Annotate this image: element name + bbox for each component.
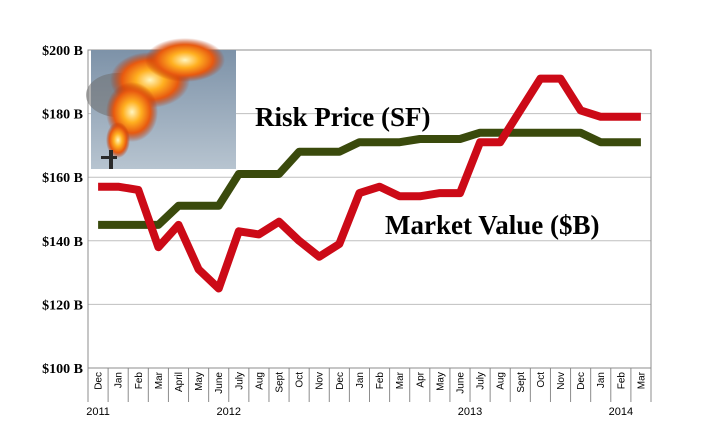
x-tick-label: June xyxy=(214,372,225,394)
series xyxy=(98,74,641,293)
y-tick-label: $120 B xyxy=(42,298,83,313)
x-tick-label: Jan xyxy=(114,372,125,388)
x-tick-label: Mar xyxy=(154,371,165,389)
year-label: 2012 xyxy=(217,406,241,418)
x-tick-label: Aug xyxy=(496,372,507,390)
x-tick-label: July xyxy=(476,372,487,390)
x-tick-label: Apr xyxy=(415,371,426,387)
x-tick-label: April xyxy=(174,372,185,392)
x-tick-label: Sept xyxy=(275,372,286,393)
x-tick-label: Oct xyxy=(536,372,547,388)
flare-photo xyxy=(86,38,236,169)
x-tick-label: Mar xyxy=(636,371,647,389)
series-line-market-value xyxy=(98,74,641,293)
x-tick-labels: Dec Jan Feb Mar April May June July Aug Sept Oct No… xyxy=(94,371,648,393)
x-tick-label: Feb xyxy=(134,372,145,390)
x-tick-label: July xyxy=(234,372,245,390)
year-label: 2013 xyxy=(458,406,482,418)
x-tick-label: Jan xyxy=(596,372,607,388)
x-tick-label: May xyxy=(435,372,446,391)
y-tick-label: $200 B xyxy=(42,44,83,59)
axes xyxy=(87,49,652,402)
year-label: 2014 xyxy=(609,406,633,418)
year-labels: 2011 2012 2013 2014 xyxy=(86,406,633,418)
x-tick-label: Jan xyxy=(355,372,366,388)
x-tick-label: Mar xyxy=(395,371,406,389)
x-tick-label: June xyxy=(455,372,466,394)
y-tick-label: $160 B xyxy=(42,171,83,186)
series-line-risk-price xyxy=(98,128,641,229)
y-tick-label: $140 B xyxy=(42,235,83,250)
series-label-risk-price: Risk Price (SF) xyxy=(255,102,430,132)
x-tick-label: Dec xyxy=(576,372,587,390)
x-tick-label: Dec xyxy=(94,372,105,390)
x-tick-label: Nov xyxy=(556,372,567,390)
y-tick-label: $180 B xyxy=(42,108,83,123)
y-tick-labels: $100 B $120 B $140 B $160 B $180 B $200 B xyxy=(42,44,83,377)
y-tick-label: $100 B xyxy=(42,362,83,377)
x-tick-label: Oct xyxy=(295,372,306,388)
x-tick-label: Feb xyxy=(616,372,627,390)
x-tick-label: Nov xyxy=(315,372,326,390)
x-tick-label: Aug xyxy=(254,372,265,390)
year-label: 2011 xyxy=(86,406,110,418)
x-tick-label: Dec xyxy=(335,372,346,390)
x-tick-label: Feb xyxy=(375,372,386,390)
x-tick-label: May xyxy=(194,372,205,391)
x-tick-label: Sept xyxy=(516,372,527,393)
series-label-market-value: Market Value ($B) xyxy=(385,210,599,240)
